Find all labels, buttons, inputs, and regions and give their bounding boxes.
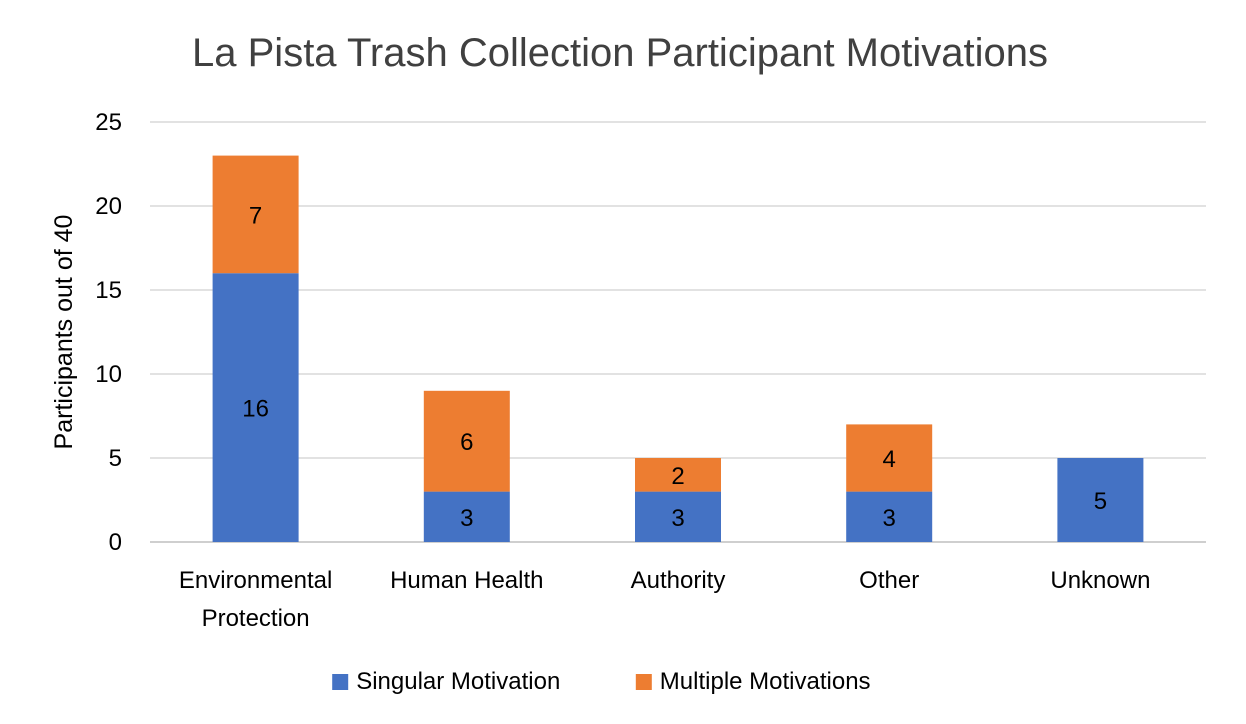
bar-multiple-0 (212, 155, 299, 274)
y-tick-label: 10 (95, 361, 122, 388)
y-tick-label: 25 (95, 109, 122, 136)
x-tick-label: Authority (631, 567, 726, 594)
chart-title: La Pista Trash Collection Participant Mo… (192, 31, 1048, 75)
data-label: 16 (242, 396, 269, 423)
data-label: 5 (1094, 488, 1107, 515)
legend-label: Singular Motivation (356, 668, 560, 695)
data-labels: 16 7 3 6 3 2 3 4 5 (242, 202, 1107, 531)
data-label: 4 (883, 446, 896, 473)
y-tick-label: 5 (109, 445, 122, 472)
x-tick-label: Other (859, 567, 919, 594)
y-tick-label: 0 (109, 529, 122, 556)
bar-singular-1 (423, 491, 510, 542)
legend: Singular Motivation Multiple Motivations (332, 668, 871, 695)
bar-singular-3 (846, 491, 933, 542)
x-axis-ticks: Environmental Protection Human Health Autho… (179, 567, 1151, 632)
gridlines (150, 121, 1206, 543)
data-label: 2 (671, 463, 684, 490)
legend-swatch-0 (332, 674, 349, 690)
legend-label: Multiple Motivations (660, 668, 871, 695)
data-label: 3 (671, 505, 684, 532)
bars (212, 155, 1144, 542)
y-tick-label: 20 (95, 193, 122, 220)
bar-multiple-1 (423, 390, 510, 492)
x-tick-label: Human Health (390, 567, 543, 594)
legend-swatch-1 (635, 674, 652, 690)
x-tick-label: Unknown (1050, 567, 1150, 594)
bar-singular-4 (1057, 458, 1144, 542)
data-label: 7 (249, 202, 262, 229)
data-label: 6 (460, 429, 473, 456)
bar-multiple-2 (635, 458, 721, 492)
data-label: 3 (883, 505, 896, 532)
y-axis-ticks: 0 5 10 15 20 25 (95, 109, 122, 556)
data-label: 3 (460, 505, 473, 532)
bar-multiple-3 (846, 424, 933, 492)
y-tick-label: 15 (95, 277, 122, 304)
bar-singular-0 (212, 273, 299, 542)
y-axis-label: Participants out of 40 (50, 215, 78, 450)
bar-singular-2 (635, 491, 721, 542)
x-tick-label: Environmental Protection (179, 567, 332, 632)
